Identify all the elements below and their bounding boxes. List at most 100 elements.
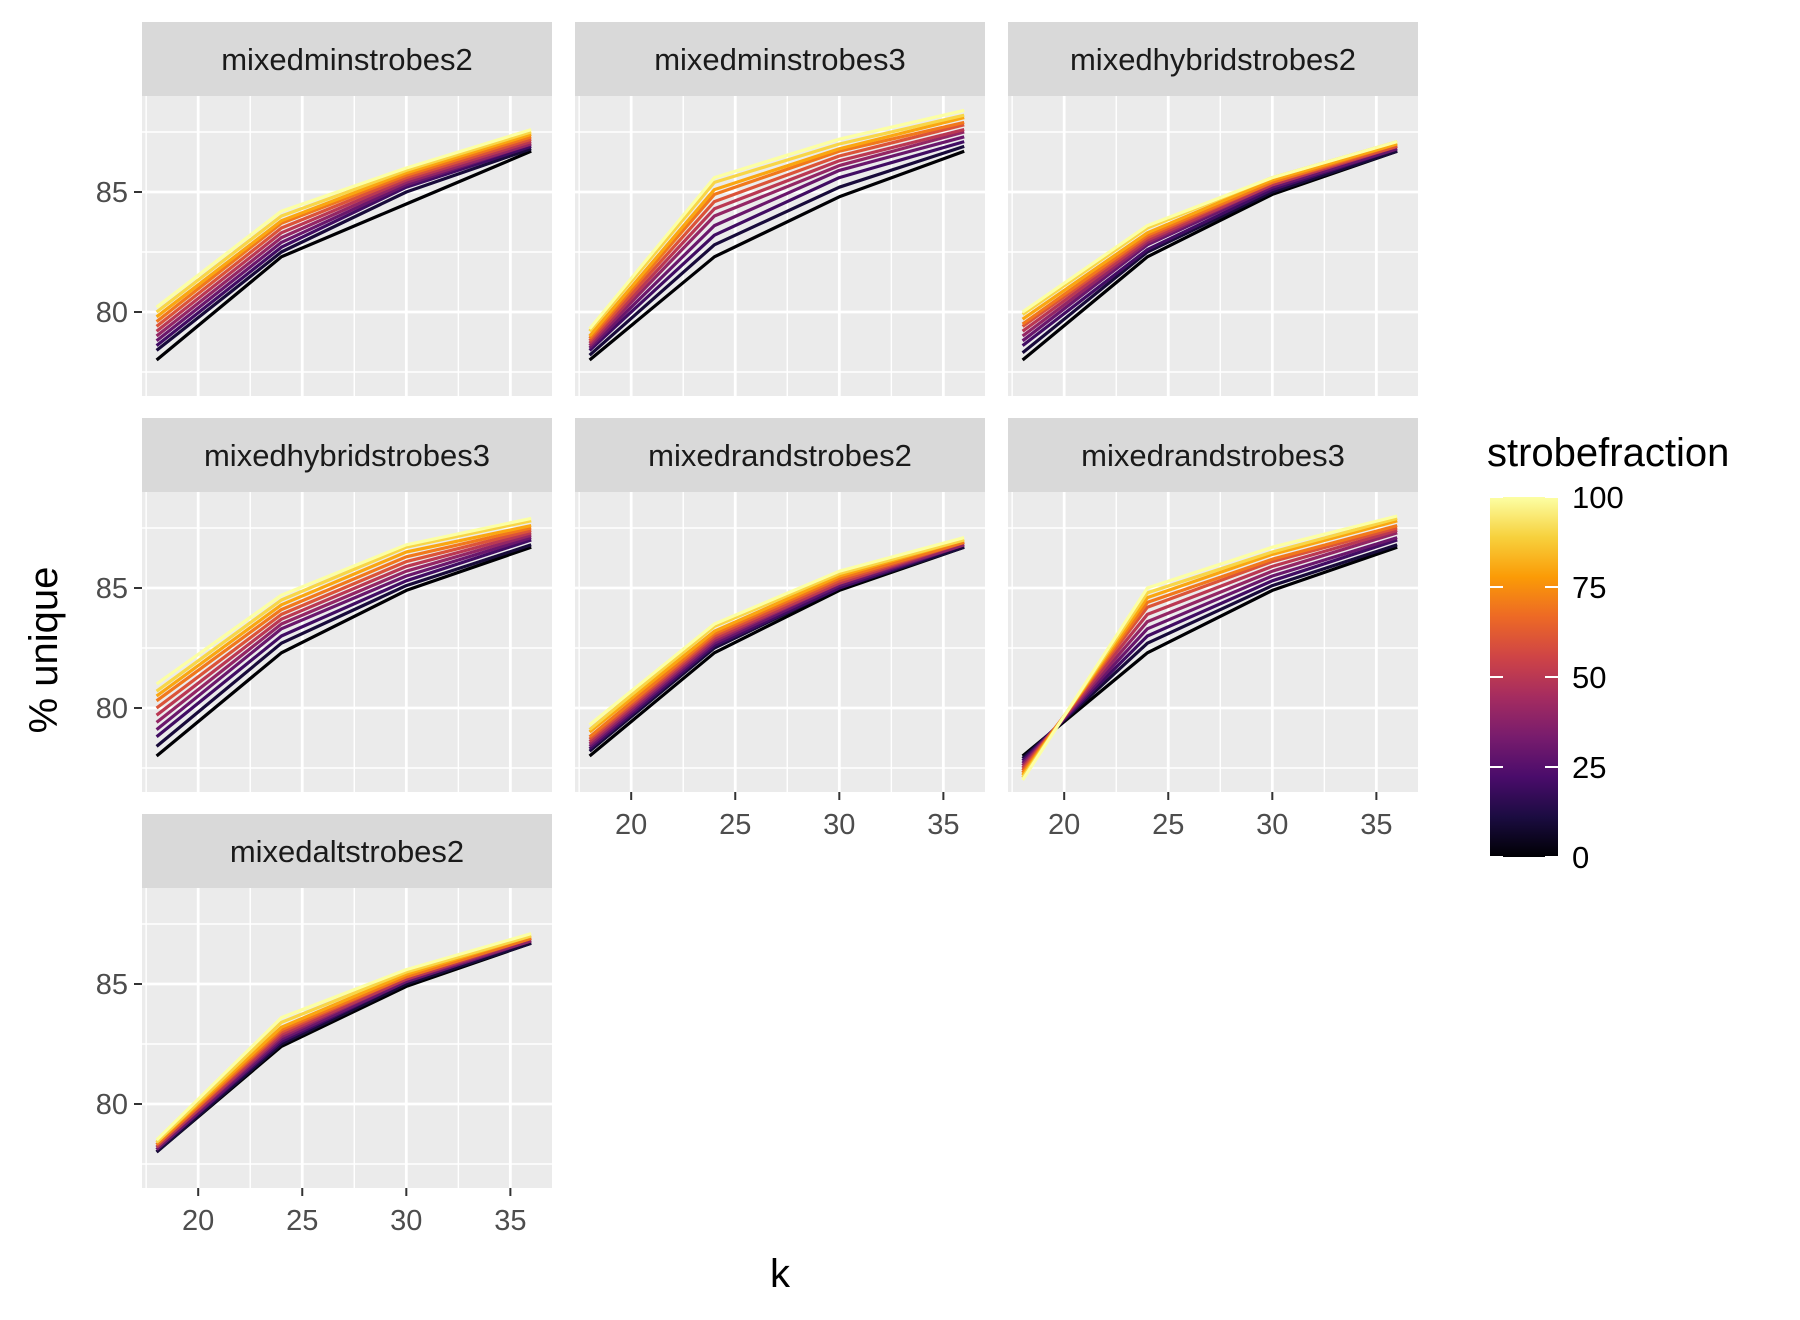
series-line-strobefraction-10 [588,144,965,357]
facet-mixedminstrobes3: mixedminstrobes3 [575,22,985,396]
series-line-strobefraction-70 [588,540,965,739]
series-line-strobefraction-100 [588,536,965,727]
series-line-strobefraction-90 [588,113,965,333]
x-tick-label: 35 [927,809,959,841]
series-line-strobefraction-10 [155,147,532,352]
facet-mixedrandstrobes3: mixedrandstrobes3 20 25 30 35 [1008,418,1418,841]
x-tick-label: 25 [286,1205,318,1237]
x-tick-label: 25 [719,809,751,841]
facet-strip [575,418,985,492]
series-line-strobefraction-100 [588,108,965,330]
series-line-strobefraction-50 [155,531,532,717]
plot-panel [1008,96,1418,396]
series-line-strobefraction-60 [155,528,532,710]
series-line-strobefraction-70 [155,526,532,703]
facet-mixedhybridstrobes2: mixedhybridstrobes2 [1008,22,1418,396]
x-tick-label: 20 [615,809,647,841]
series-line-strobefraction-20 [588,140,965,352]
series-line-strobefraction-100 [1021,140,1398,314]
facet-mixedhybridstrobes3: mixedhybridstrobes3 80 85 [96,418,552,792]
x-tick-label: 30 [823,809,855,841]
facet-strip [575,22,985,96]
series-line-strobefraction-30 [155,536,532,731]
color-legend: strobefraction 0 25 50 75 100 [1487,431,1729,875]
series-lines [588,536,965,758]
colorbar-tick-label: 100 [1572,480,1624,515]
facet-strip [1008,418,1418,492]
series-line-strobefraction-20 [155,144,532,347]
colorbar-ticks: 0 25 50 75 100 [1490,480,1624,875]
series-line-strobefraction-80 [588,116,965,338]
series-line-strobefraction-0 [588,149,965,362]
series-line-strobefraction-100 [155,516,532,686]
gridlines [142,96,552,396]
series-line-strobefraction-60 [588,123,965,342]
gridlines [1008,96,1418,396]
series-line-strobefraction-10 [1021,543,1398,760]
facet-strip [142,814,552,888]
facet-strip-label: mixedminstrobes3 [654,42,906,77]
series-line-strobefraction-50 [155,140,532,333]
series-lines [588,108,965,362]
series-line-strobefraction-10 [1021,149,1398,355]
x-tick-label: 20 [1048,809,1080,841]
x-tick-label: 30 [390,1205,422,1237]
colorbar-tick-label: 75 [1572,570,1606,605]
series-line-strobefraction-60 [155,137,532,328]
facet-strip [142,418,552,492]
series-line-strobefraction-100 [1021,514,1398,781]
series-lines [155,932,532,1154]
legend-title: strobefraction [1487,431,1729,475]
series-line-strobefraction-30 [1021,147,1398,343]
series-line-strobefraction-90 [155,130,532,314]
series-line-strobefraction-90 [155,519,532,693]
x-tick-label: 20 [182,1205,214,1237]
y-tick-label: 80 [96,693,128,725]
series-lines [1021,514,1398,781]
y-tick-label: 85 [96,177,128,209]
plot-panel [142,888,552,1188]
facet-strip-label: mixedrandstrobes2 [648,438,912,473]
colorbar-tick-label: 0 [1572,840,1589,875]
series-line-strobefraction-40 [155,142,532,338]
plot-panel [575,492,985,792]
facet-mixedrandstrobes2: mixedrandstrobes2 20 25 30 35 [575,418,985,841]
x-tick-label: 30 [1256,809,1288,841]
series-lines [1021,140,1398,362]
series-line-strobefraction-80 [155,132,532,319]
x-tick-label: 25 [1152,809,1184,841]
facet-panels: mixedminstrobes2 80 85 mixedminstrobes3 mixe… [96,22,1418,1237]
series-lines [155,128,532,362]
facet-strip [1008,22,1418,96]
facet-mixedminstrobes2: mixedminstrobes2 80 85 [96,22,552,396]
series-line-strobefraction-100 [155,932,532,1142]
series-line-strobefraction-90 [155,934,532,1144]
series-line-strobefraction-30 [588,135,965,350]
series-line-strobefraction-20 [155,538,532,739]
x-axis-title: k [770,1252,791,1296]
facet-strip-label: mixedhybridstrobes2 [1070,42,1356,77]
series-line-strobefraction-0 [155,545,532,758]
colorbar-tick-label: 25 [1572,750,1606,785]
series-line-strobefraction-70 [155,936,532,1146]
y-tick-label: 80 [96,297,128,329]
series-line-strobefraction-20 [1021,538,1398,762]
series-line-strobefraction-80 [155,524,532,698]
series-line-strobefraction-100 [155,128,532,309]
series-line-strobefraction-10 [155,941,532,1154]
series-line-strobefraction-0 [155,149,532,362]
series-line-strobefraction-10 [155,543,532,748]
series-lines [155,516,532,758]
facet-strip-label: mixedhybridstrobes3 [204,438,490,473]
series-line-strobefraction-90 [588,538,965,731]
y-tick-label: 85 [96,573,128,605]
facet-strip [142,22,552,96]
series-line-strobefraction-50 [588,128,965,345]
series-line-strobefraction-40 [588,130,965,347]
colorbar-tick-label: 50 [1572,660,1606,695]
series-line-strobefraction-70 [588,120,965,340]
series-line-strobefraction-40 [155,533,532,724]
series-line-strobefraction-70 [155,135,532,323]
y-axis-title: % unique [22,567,66,734]
